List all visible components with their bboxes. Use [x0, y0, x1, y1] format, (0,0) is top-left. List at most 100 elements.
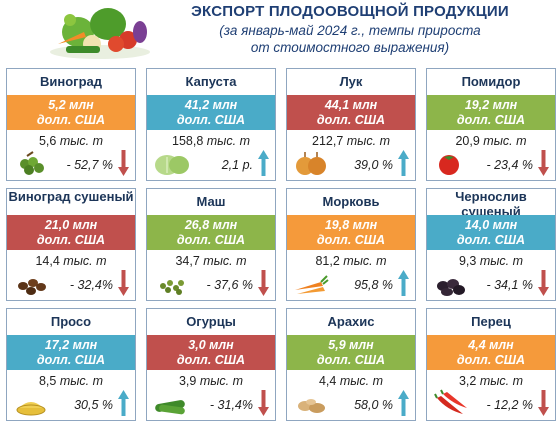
growth-rate: 30,5 % — [74, 398, 113, 412]
export-value: 5,9 млн — [328, 338, 374, 352]
volume-unit: тыс. т — [339, 374, 384, 388]
onion-icon — [296, 152, 326, 175]
volume-number: 3,9 — [178, 374, 197, 388]
value-band: 17,2 млн долл. США — [7, 335, 135, 370]
product-name: Перец — [471, 314, 511, 329]
growth-rate: 39,0 % — [354, 158, 393, 172]
product-name: Маш — [196, 194, 226, 209]
currency-unit: долл. США — [36, 233, 106, 247]
arrow-down-icon — [258, 270, 269, 296]
export-value: 19,8 млн — [324, 218, 378, 232]
peanut-icon — [298, 399, 325, 413]
export-value: 5,2 млн — [48, 98, 94, 112]
value-band: 19,8 млн долл. США — [287, 215, 415, 250]
export-value: 19,2 млн — [464, 98, 518, 112]
arrow-down-icon — [118, 270, 129, 296]
value-band: 5,2 млн долл. США — [7, 95, 135, 130]
product-name: Капуста — [185, 74, 237, 89]
currency-unit: долл. США — [456, 113, 526, 127]
header: ЭКСПОРТ ПЛОДООВОЩНОЙ ПРОДУКЦИИ (за январ… — [0, 0, 560, 64]
arrow-up-icon — [118, 390, 129, 416]
value-band: 3,0 млн долл. США — [147, 335, 275, 370]
page-title: ЭКСПОРТ ПЛОДООВОЩНОЙ ПРОДУКЦИИ — [191, 3, 509, 20]
volume-number: 9,3 — [458, 254, 477, 268]
product-card: Лук 44,1 млн долл. США 212,7 тыс. т 39,0 % — [286, 68, 416, 181]
product-name: Лук — [339, 74, 363, 89]
growth-rate: 95,8 % — [354, 278, 393, 292]
export-value: 17,2 млн — [44, 338, 98, 352]
growth-rate: - 37,6 % — [206, 278, 253, 292]
currency-unit: долл. США — [36, 113, 106, 127]
arrow-down-icon — [538, 390, 549, 416]
value-band: 5,9 млн долл. США — [287, 335, 415, 370]
arrow-up-icon — [398, 390, 409, 416]
currency-unit: долл. США — [456, 353, 526, 367]
currency-unit: долл. США — [316, 233, 386, 247]
export-value: 4,4 млн — [468, 338, 514, 352]
currency-unit: долл. США — [176, 113, 246, 127]
product-card: Морковь 19,8 млн долл. США 81,2 тыс. т 95,8 … — [286, 188, 416, 301]
arrow-down-icon — [118, 150, 129, 176]
growth-rate: - 23,4 % — [486, 158, 533, 172]
volume-unit: тыс. т — [59, 134, 104, 148]
currency-unit: долл. США — [316, 353, 386, 367]
growth-rate: - 12,2 % — [486, 398, 533, 412]
arrow-down-icon — [258, 390, 269, 416]
volume-number: 212,7 — [312, 134, 344, 148]
product-card: Просо 17,2 млн долл. США 8,5 тыс. т 30,5 % — [6, 308, 136, 421]
currency-unit: долл. США — [36, 353, 106, 367]
currency-unit: долл. США — [316, 113, 386, 127]
volume-number: 8,5 — [38, 374, 57, 388]
volume-unit: тыс. т — [199, 374, 244, 388]
export-volume: 81,2 тыс. т — [287, 254, 415, 268]
value-band: 14,0 млн долл. США — [427, 215, 555, 250]
growth-rate: - 32,4% — [69, 278, 113, 292]
export-volume: 3,9 тыс. т — [147, 374, 275, 388]
subtitle-line-1: (за январь-май 2024 г., темпы прироста — [219, 23, 481, 38]
volume-unit: тыс. т — [479, 374, 524, 388]
value-band: 44,1 млн долл. США — [287, 95, 415, 130]
value-band: 4,4 млн долл. США — [427, 335, 555, 370]
product-card: Маш 26,8 млн долл. США 34,7 тыс. т - 37,6 % — [146, 188, 276, 301]
product-name: Огурцы — [186, 314, 236, 329]
grapes-icon — [20, 151, 44, 175]
raisins-icon — [18, 279, 46, 295]
volume-number: 20,9 — [455, 134, 480, 148]
tomato-icon — [439, 155, 459, 175]
arrow-down-icon — [538, 150, 549, 176]
volume-number: 5,6 — [38, 134, 57, 148]
mung-bean-icon — [160, 280, 184, 295]
volume-number: 4,4 — [318, 374, 337, 388]
growth-rate: - 31,4% — [209, 398, 253, 412]
volume-number: 81,2 — [315, 254, 340, 268]
growth-rate: - 34,1 % — [486, 278, 533, 292]
volume-number: 3,2 — [458, 374, 477, 388]
volume-unit: тыс. т — [343, 254, 387, 268]
product-name: Помидор — [461, 74, 521, 89]
product-card: Капуста 41,2 млн долл. США 158,8 тыс. т 2,1 … — [146, 68, 276, 181]
export-volume: 3,2 тыс. т — [427, 374, 555, 388]
product-card: Помидор 19,2 млн долл. США 20,9 тыс. т - 23,… — [426, 68, 556, 181]
product-name: Морковь — [322, 194, 380, 209]
export-value: 14,0 млн — [464, 218, 518, 232]
export-value: 26,8 млн — [184, 218, 238, 232]
export-volume: 14,4 тыс. т — [7, 254, 135, 268]
volume-unit: тыс. т — [479, 254, 524, 268]
growth-rate: - 52,7 % — [66, 158, 113, 172]
product-name: Виноград — [39, 74, 102, 89]
growth-rate: 58,0 % — [354, 398, 393, 412]
value-band: 26,8 млн долл. США — [147, 215, 275, 250]
export-volume: 4,4 тыс. т — [287, 374, 415, 388]
export-volume: 20,9 тыс. т — [427, 134, 555, 148]
volume-unit: тыс. т — [203, 254, 247, 268]
prunes-icon — [437, 279, 465, 296]
currency-unit: долл. США — [176, 353, 246, 367]
value-band: 41,2 млн долл. США — [147, 95, 275, 130]
export-value: 44,1 млн — [324, 98, 378, 112]
carrot-icon — [295, 275, 329, 294]
growth-rate: 2,1 р. — [221, 158, 253, 172]
export-value: 41,2 млн — [184, 98, 238, 112]
vegetables-illustration-icon — [50, 8, 150, 59]
export-volume: 5,6 тыс. т — [7, 134, 135, 148]
product-card: Чернослив сушеный 14,0 млн долл. США 9,3 ты… — [426, 188, 556, 301]
